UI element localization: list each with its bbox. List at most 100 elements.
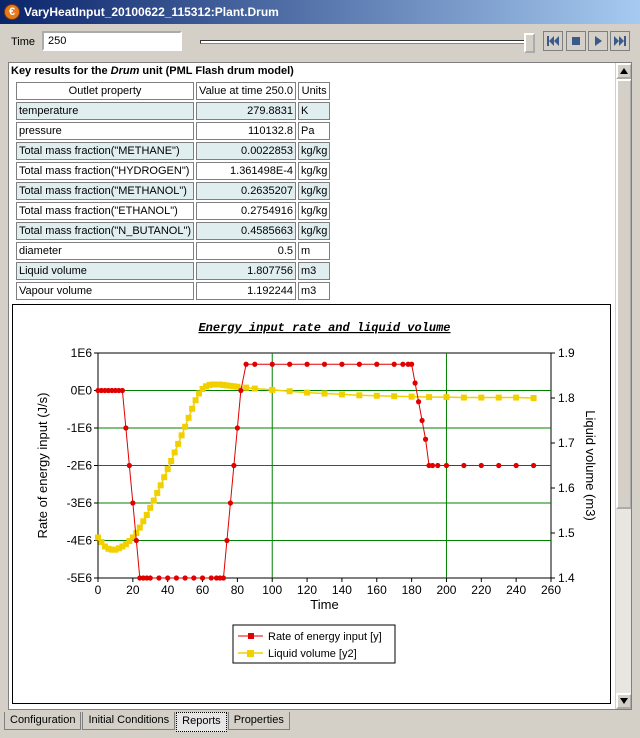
scroll-down-button[interactable] bbox=[616, 693, 631, 709]
liquid-volume-point bbox=[115, 545, 122, 552]
table-row: Total mass fraction("HYDROGEN") 1.361498E… bbox=[16, 162, 331, 180]
energy-input-point bbox=[429, 462, 436, 469]
arrow-down-icon bbox=[620, 698, 628, 704]
energy-input-point bbox=[339, 361, 345, 367]
liquid-volume-point bbox=[213, 381, 220, 388]
stop-button[interactable] bbox=[566, 31, 586, 51]
liquid-volume-point bbox=[98, 539, 105, 545]
legend-box bbox=[232, 624, 396, 664]
energy-input-point bbox=[530, 462, 537, 469]
liquid-volume-point bbox=[338, 391, 345, 398]
energy-input-point bbox=[243, 361, 249, 367]
play-button[interactable] bbox=[588, 31, 608, 51]
energy-input-point bbox=[391, 361, 397, 367]
x-tick-label: 80 bbox=[231, 583, 245, 597]
tab-initial-conditions[interactable]: Initial Conditions bbox=[82, 712, 176, 730]
energy-input-point bbox=[443, 462, 450, 469]
play-icon bbox=[595, 36, 602, 46]
x-tick-label: 0 bbox=[95, 583, 102, 597]
property-cell: temperature bbox=[16, 102, 195, 120]
fast-forward-button[interactable] bbox=[610, 31, 630, 51]
units-cell: K bbox=[298, 102, 331, 120]
energy-input-point bbox=[412, 380, 418, 386]
table-row: diameter 0.5 m bbox=[16, 242, 331, 260]
y2-tick-label: 1.5 bbox=[558, 526, 575, 540]
scrollbar-thumb[interactable] bbox=[616, 79, 631, 509]
units-cell: kg/kg bbox=[298, 142, 331, 160]
liquid-volume-point bbox=[185, 414, 192, 421]
liquid-volume-point bbox=[182, 423, 189, 430]
x-tick-label: 180 bbox=[402, 583, 422, 597]
scroll-up-button[interactable] bbox=[616, 63, 631, 79]
tab-configuration[interactable]: Configuration bbox=[4, 712, 82, 730]
property-cell: Total mass fraction("METHANOL") bbox=[16, 182, 195, 200]
time-input[interactable] bbox=[42, 31, 182, 51]
value-cell: 0.2754916 bbox=[196, 202, 297, 220]
energy-input-point bbox=[165, 575, 171, 581]
table-header-row: Outlet property Value at time 250.0 Unit… bbox=[16, 82, 331, 100]
energy-input-point bbox=[147, 575, 153, 581]
liquid-volume-point bbox=[95, 534, 101, 541]
liquid-volume-point bbox=[209, 381, 216, 388]
liquid-volume-point bbox=[513, 394, 520, 401]
value-cell: 0.2635207 bbox=[196, 182, 297, 200]
column-header: Outlet property bbox=[16, 82, 195, 100]
rewind-button[interactable] bbox=[543, 31, 563, 51]
value-cell: 1.361498E-4 bbox=[196, 162, 297, 180]
liquid-volume-point bbox=[108, 546, 115, 553]
report-panel: Key results for the Drum unit (PML Flash… bbox=[8, 62, 632, 710]
table-row: Total mass fraction("ETHANOL") 0.2754916 k… bbox=[16, 202, 331, 220]
legend-label: Liquid volume [y2] bbox=[268, 648, 357, 660]
energy-input-point bbox=[321, 361, 328, 367]
y2-tick-label: 1.6 bbox=[558, 481, 575, 495]
liquid-volume-point bbox=[171, 449, 178, 456]
property-cell: Total mass fraction("HYDROGEN") bbox=[16, 162, 195, 180]
energy-input-point bbox=[220, 575, 227, 581]
y-axis-label: Rate of energy input (J/s) bbox=[35, 393, 50, 539]
energy-input-point bbox=[126, 462, 132, 469]
window-title: VaryHeatInput_20100622_115312:Plant.Drum bbox=[24, 5, 279, 19]
liquid-volume-point bbox=[227, 382, 234, 389]
energy-input-point bbox=[287, 361, 293, 367]
y-tick-label: -3E6 bbox=[67, 496, 93, 510]
property-cell: pressure bbox=[16, 122, 195, 140]
liquid-volume-point bbox=[304, 389, 311, 396]
tab-reports[interactable]: Reports bbox=[176, 712, 227, 732]
liquid-volume-point bbox=[105, 545, 112, 552]
table-row: temperature 279.8831 K bbox=[16, 102, 331, 120]
tab-properties[interactable]: Properties bbox=[227, 712, 290, 730]
time-label: Time bbox=[11, 36, 36, 48]
units-cell: m3 bbox=[298, 282, 331, 300]
energy-input-point bbox=[231, 462, 237, 469]
vertical-scrollbar[interactable] bbox=[615, 63, 631, 709]
liquid-volume-point bbox=[161, 474, 168, 481]
liquid-volume-point bbox=[189, 405, 196, 412]
energy-input-point bbox=[227, 500, 234, 506]
y2-tick-label: 1.8 bbox=[558, 391, 575, 405]
liquid-volume-point bbox=[495, 394, 502, 401]
y-tick-label: 0E0 bbox=[71, 384, 93, 398]
liquid-volume-point bbox=[478, 394, 485, 401]
y2-tick-label: 1.7 bbox=[558, 436, 575, 450]
time-slider-thumb[interactable] bbox=[524, 33, 535, 53]
time-slider-track[interactable] bbox=[200, 40, 534, 44]
units-cell: m3 bbox=[298, 262, 331, 280]
energy-input-point bbox=[400, 361, 406, 367]
units-cell: Pa bbox=[298, 122, 331, 140]
column-header: Value at time 250.0 bbox=[196, 82, 297, 100]
energy-input-point bbox=[374, 361, 380, 367]
energy-input-point bbox=[130, 500, 136, 506]
energy-input-point bbox=[435, 462, 441, 469]
liquid-volume-point bbox=[460, 394, 467, 401]
liquid-volume-point bbox=[168, 458, 175, 464]
liquid-volume-point bbox=[243, 384, 250, 391]
units-cell: kg/kg bbox=[298, 222, 331, 240]
liquid-volume-point bbox=[251, 385, 258, 392]
x-tick-label: 160 bbox=[367, 583, 387, 597]
liquid-volume-point bbox=[223, 382, 230, 389]
energy-input-point bbox=[356, 361, 362, 367]
legend-swatch-energy-marker bbox=[248, 633, 254, 639]
window-titlebar[interactable]: € VaryHeatInput_20100622_115312:Plant.Dr… bbox=[0, 0, 640, 24]
energy-input-point bbox=[461, 462, 467, 469]
property-cell: diameter bbox=[16, 242, 195, 260]
